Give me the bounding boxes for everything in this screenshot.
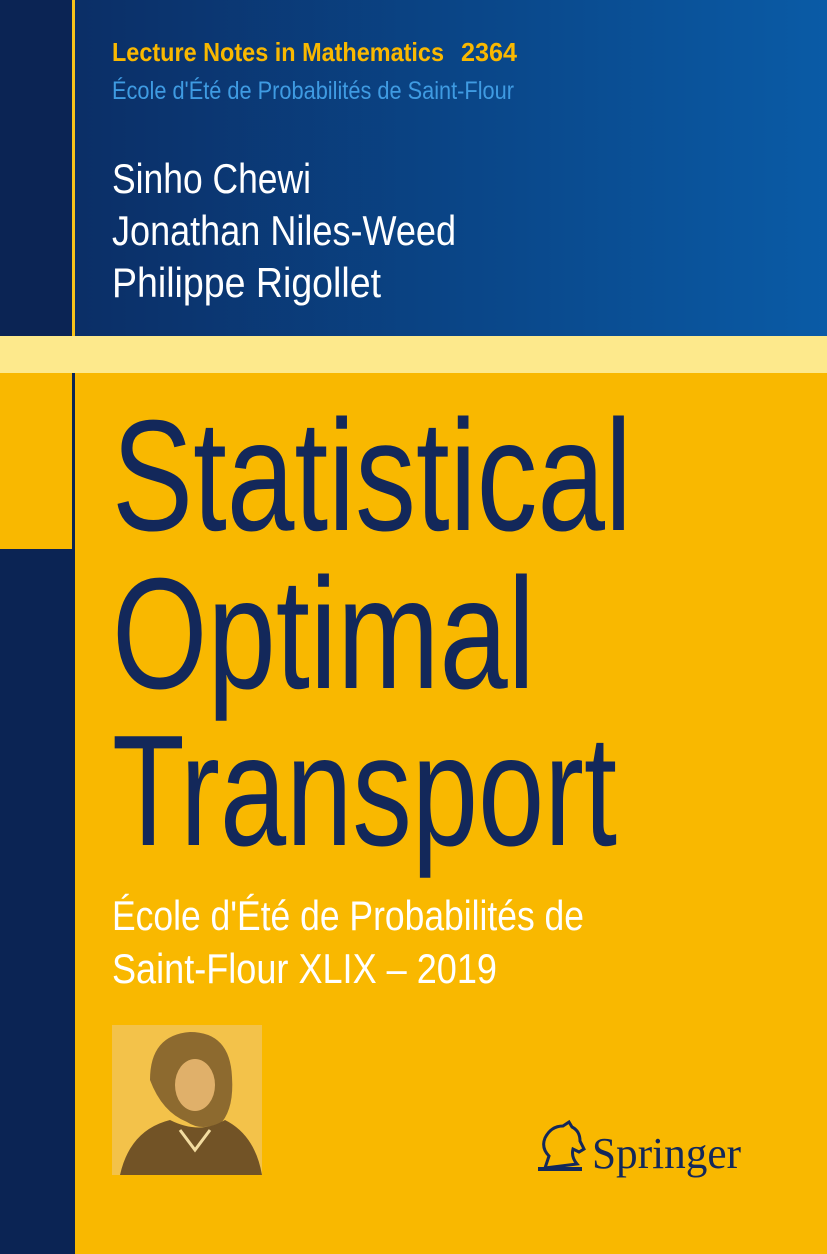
- left-strip: [0, 0, 73, 336]
- title-line: Optimal: [112, 546, 535, 722]
- publisher: Springer: [592, 1129, 741, 1178]
- portrait: [112, 1025, 262, 1175]
- title-line: Statistical: [112, 388, 632, 564]
- header-band: [0, 0, 827, 336]
- left-strip: [0, 549, 75, 1254]
- divider-line: [72, 0, 75, 336]
- title-line: Transport: [112, 703, 617, 879]
- pale-band: [0, 336, 827, 373]
- subseries: École d'Été de Probabilités de Saint-Flo…: [112, 76, 514, 105]
- series-name: Lecture Notes in Mathematics: [112, 37, 444, 67]
- author: Jonathan Niles-Weed: [112, 207, 456, 254]
- author: Sinho Chewi: [112, 155, 311, 202]
- divider-line: [72, 373, 75, 549]
- subtitle-line: Saint-Flour XLIX – 2019: [112, 945, 497, 992]
- series-number: 2364: [461, 37, 518, 67]
- springer-logo: Springer: [538, 1119, 741, 1178]
- author: Philippe Rigollet: [112, 259, 381, 306]
- subtitle-line: École d'Été de Probabilités de: [112, 892, 584, 939]
